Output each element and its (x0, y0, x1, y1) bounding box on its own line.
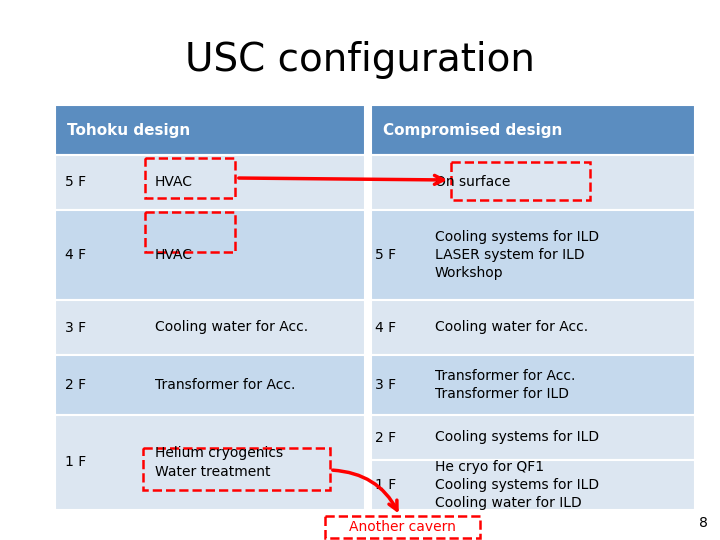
Text: 5 F: 5 F (375, 248, 396, 262)
Text: He cryo for QF1
Cooling systems for ILD
Cooling water for ILD: He cryo for QF1 Cooling systems for ILD … (435, 460, 599, 510)
Text: 1 F: 1 F (65, 456, 86, 469)
Text: 5 F: 5 F (65, 176, 86, 190)
Bar (371, 460, 695, 510)
Text: USC configuration: USC configuration (185, 41, 535, 79)
Text: 1 F: 1 F (375, 478, 396, 492)
Text: Cooling water for Acc.: Cooling water for Acc. (435, 321, 588, 334)
Text: 4 F: 4 F (65, 248, 86, 262)
Bar (371, 300, 695, 355)
Text: HVAC: HVAC (155, 176, 193, 190)
Text: Cooling systems for ILD
LASER system for ILD
Workshop: Cooling systems for ILD LASER system for… (435, 230, 599, 280)
Text: 2 F: 2 F (65, 378, 86, 392)
Text: Compromised design: Compromised design (383, 123, 562, 138)
Text: 3 F: 3 F (65, 321, 86, 334)
Bar (55, 355, 365, 415)
Bar (55, 300, 365, 355)
Bar (371, 355, 695, 415)
Bar (55, 105, 365, 155)
Bar (371, 155, 695, 210)
Text: 4 F: 4 F (375, 321, 396, 334)
Bar (55, 415, 365, 510)
Bar (145, 212, 235, 252)
Bar (145, 158, 235, 198)
Text: Another cavern: Another cavern (349, 520, 456, 534)
Text: 3 F: 3 F (375, 378, 396, 392)
Text: 8: 8 (699, 516, 708, 530)
Text: Transformer for Acc.: Transformer for Acc. (155, 378, 295, 392)
Bar (451, 162, 590, 200)
Text: Tohoku design: Tohoku design (67, 123, 190, 138)
Text: On surface: On surface (435, 176, 510, 190)
Text: HVAC: HVAC (155, 248, 193, 262)
Bar (55, 210, 365, 300)
Bar (325, 516, 480, 538)
Text: Helium cryogenics
Water treatment: Helium cryogenics Water treatment (155, 446, 283, 478)
Bar (371, 105, 695, 155)
Bar (143, 448, 330, 490)
Bar (371, 210, 695, 300)
Text: Cooling water for Acc.: Cooling water for Acc. (155, 321, 308, 334)
Text: Transformer for Acc.
Transformer for ILD: Transformer for Acc. Transformer for ILD (435, 369, 575, 401)
Text: Cooling systems for ILD: Cooling systems for ILD (435, 430, 599, 444)
Bar (371, 415, 695, 460)
Bar (55, 155, 365, 210)
Text: 2 F: 2 F (375, 430, 396, 444)
